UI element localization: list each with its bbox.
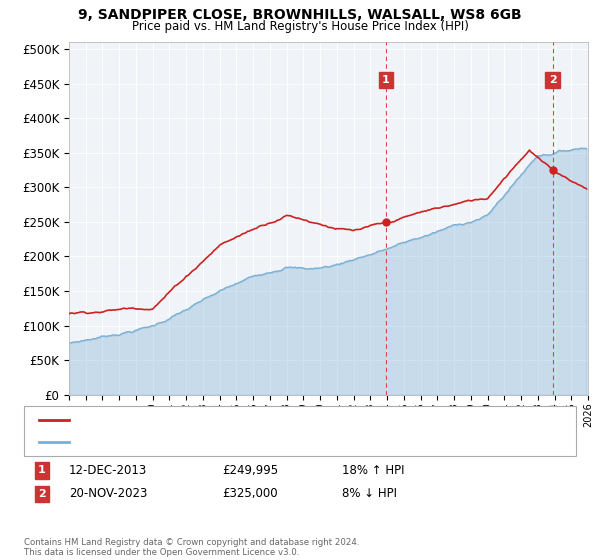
Text: 9, SANDPIPER CLOSE, BROWNHILLS, WALSALL, WS8 6GB: 9, SANDPIPER CLOSE, BROWNHILLS, WALSALL,… [78,8,522,22]
Text: 2: 2 [549,75,557,85]
Text: 1: 1 [38,465,46,475]
Text: 9, SANDPIPER CLOSE, BROWNHILLS, WALSALL, WS8 6GB (detached house): 9, SANDPIPER CLOSE, BROWNHILLS, WALSALL,… [75,415,465,425]
Text: £325,000: £325,000 [222,487,278,501]
Text: HPI: Average price, detached house, Walsall: HPI: Average price, detached house, Wals… [75,437,305,447]
Text: 18% ↑ HPI: 18% ↑ HPI [342,464,404,477]
Text: 2: 2 [38,489,46,499]
Text: 8% ↓ HPI: 8% ↓ HPI [342,487,397,501]
Text: Price paid vs. HM Land Registry's House Price Index (HPI): Price paid vs. HM Land Registry's House … [131,20,469,32]
Text: 1: 1 [382,75,389,85]
Text: £249,995: £249,995 [222,464,278,477]
Text: Contains HM Land Registry data © Crown copyright and database right 2024.
This d: Contains HM Land Registry data © Crown c… [24,538,359,557]
Text: 12-DEC-2013: 12-DEC-2013 [69,464,147,477]
Text: 20-NOV-2023: 20-NOV-2023 [69,487,148,501]
